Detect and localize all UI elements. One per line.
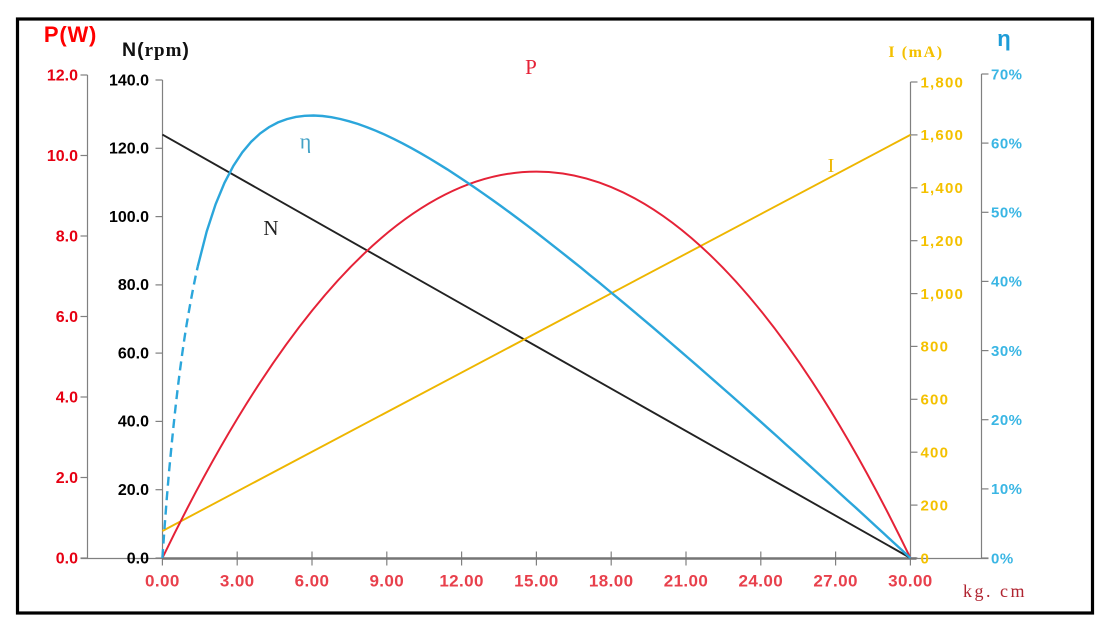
svg-text:40.0: 40.0 <box>118 414 149 431</box>
svg-text:0%: 0% <box>991 550 1014 567</box>
svg-text:0.0: 0.0 <box>127 550 149 567</box>
svg-text:140.0: 140.0 <box>109 72 149 89</box>
svg-text:N(rpm): N(rpm) <box>122 39 190 61</box>
svg-text:800: 800 <box>921 339 950 356</box>
svg-text:60%: 60% <box>991 135 1023 152</box>
svg-text:600: 600 <box>921 392 950 409</box>
svg-text:I: I <box>828 155 835 177</box>
svg-text:21.00: 21.00 <box>664 572 709 591</box>
svg-text:120.0: 120.0 <box>109 141 149 158</box>
svg-text:3.00: 3.00 <box>220 572 255 591</box>
svg-text:27.00: 27.00 <box>813 572 858 591</box>
svg-text:8.0: 8.0 <box>56 228 78 245</box>
svg-text:4.0: 4.0 <box>56 389 78 406</box>
svg-text:P: P <box>525 55 537 79</box>
svg-text:N: N <box>263 216 278 240</box>
svg-text:70%: 70% <box>991 66 1023 83</box>
svg-text:0: 0 <box>921 550 931 567</box>
svg-text:30%: 30% <box>991 343 1023 360</box>
svg-text:30.00: 30.00 <box>888 572 933 591</box>
svg-text:80.0: 80.0 <box>118 277 149 294</box>
svg-text:18.00: 18.00 <box>589 572 634 591</box>
svg-text:100.0: 100.0 <box>109 209 149 226</box>
svg-text:24.00: 24.00 <box>739 572 784 591</box>
svg-text:1,800: 1,800 <box>921 74 965 91</box>
svg-text:20.0: 20.0 <box>118 482 149 499</box>
svg-text:20%: 20% <box>991 412 1023 429</box>
svg-text:10%: 10% <box>991 481 1023 498</box>
svg-text:I (mA): I (mA) <box>888 44 943 61</box>
svg-text:15.00: 15.00 <box>514 572 559 591</box>
svg-text:1,000: 1,000 <box>921 286 965 303</box>
svg-text:60.0: 60.0 <box>118 345 149 362</box>
svg-text:P(W): P(W) <box>44 22 97 47</box>
svg-text:50%: 50% <box>991 205 1023 222</box>
svg-text:6.00: 6.00 <box>295 572 330 591</box>
svg-text:400: 400 <box>921 445 950 462</box>
svg-text:η: η <box>997 26 1010 51</box>
svg-text:9.00: 9.00 <box>369 572 404 591</box>
svg-text:12.0: 12.0 <box>47 67 78 84</box>
svg-text:kg. cm: kg. cm <box>963 581 1027 601</box>
svg-text:12.00: 12.00 <box>439 572 484 591</box>
svg-text:1,200: 1,200 <box>921 233 965 250</box>
svg-text:6.0: 6.0 <box>56 309 78 326</box>
svg-text:1,600: 1,600 <box>921 127 965 144</box>
svg-text:1,400: 1,400 <box>921 180 965 197</box>
svg-text:200: 200 <box>921 497 950 514</box>
svg-text:0.0: 0.0 <box>56 550 78 567</box>
svg-text:2.0: 2.0 <box>56 470 78 487</box>
svg-text:η: η <box>300 129 312 154</box>
svg-text:10.0: 10.0 <box>47 148 78 165</box>
svg-text:0.00: 0.00 <box>145 572 180 591</box>
svg-text:40%: 40% <box>991 274 1023 291</box>
